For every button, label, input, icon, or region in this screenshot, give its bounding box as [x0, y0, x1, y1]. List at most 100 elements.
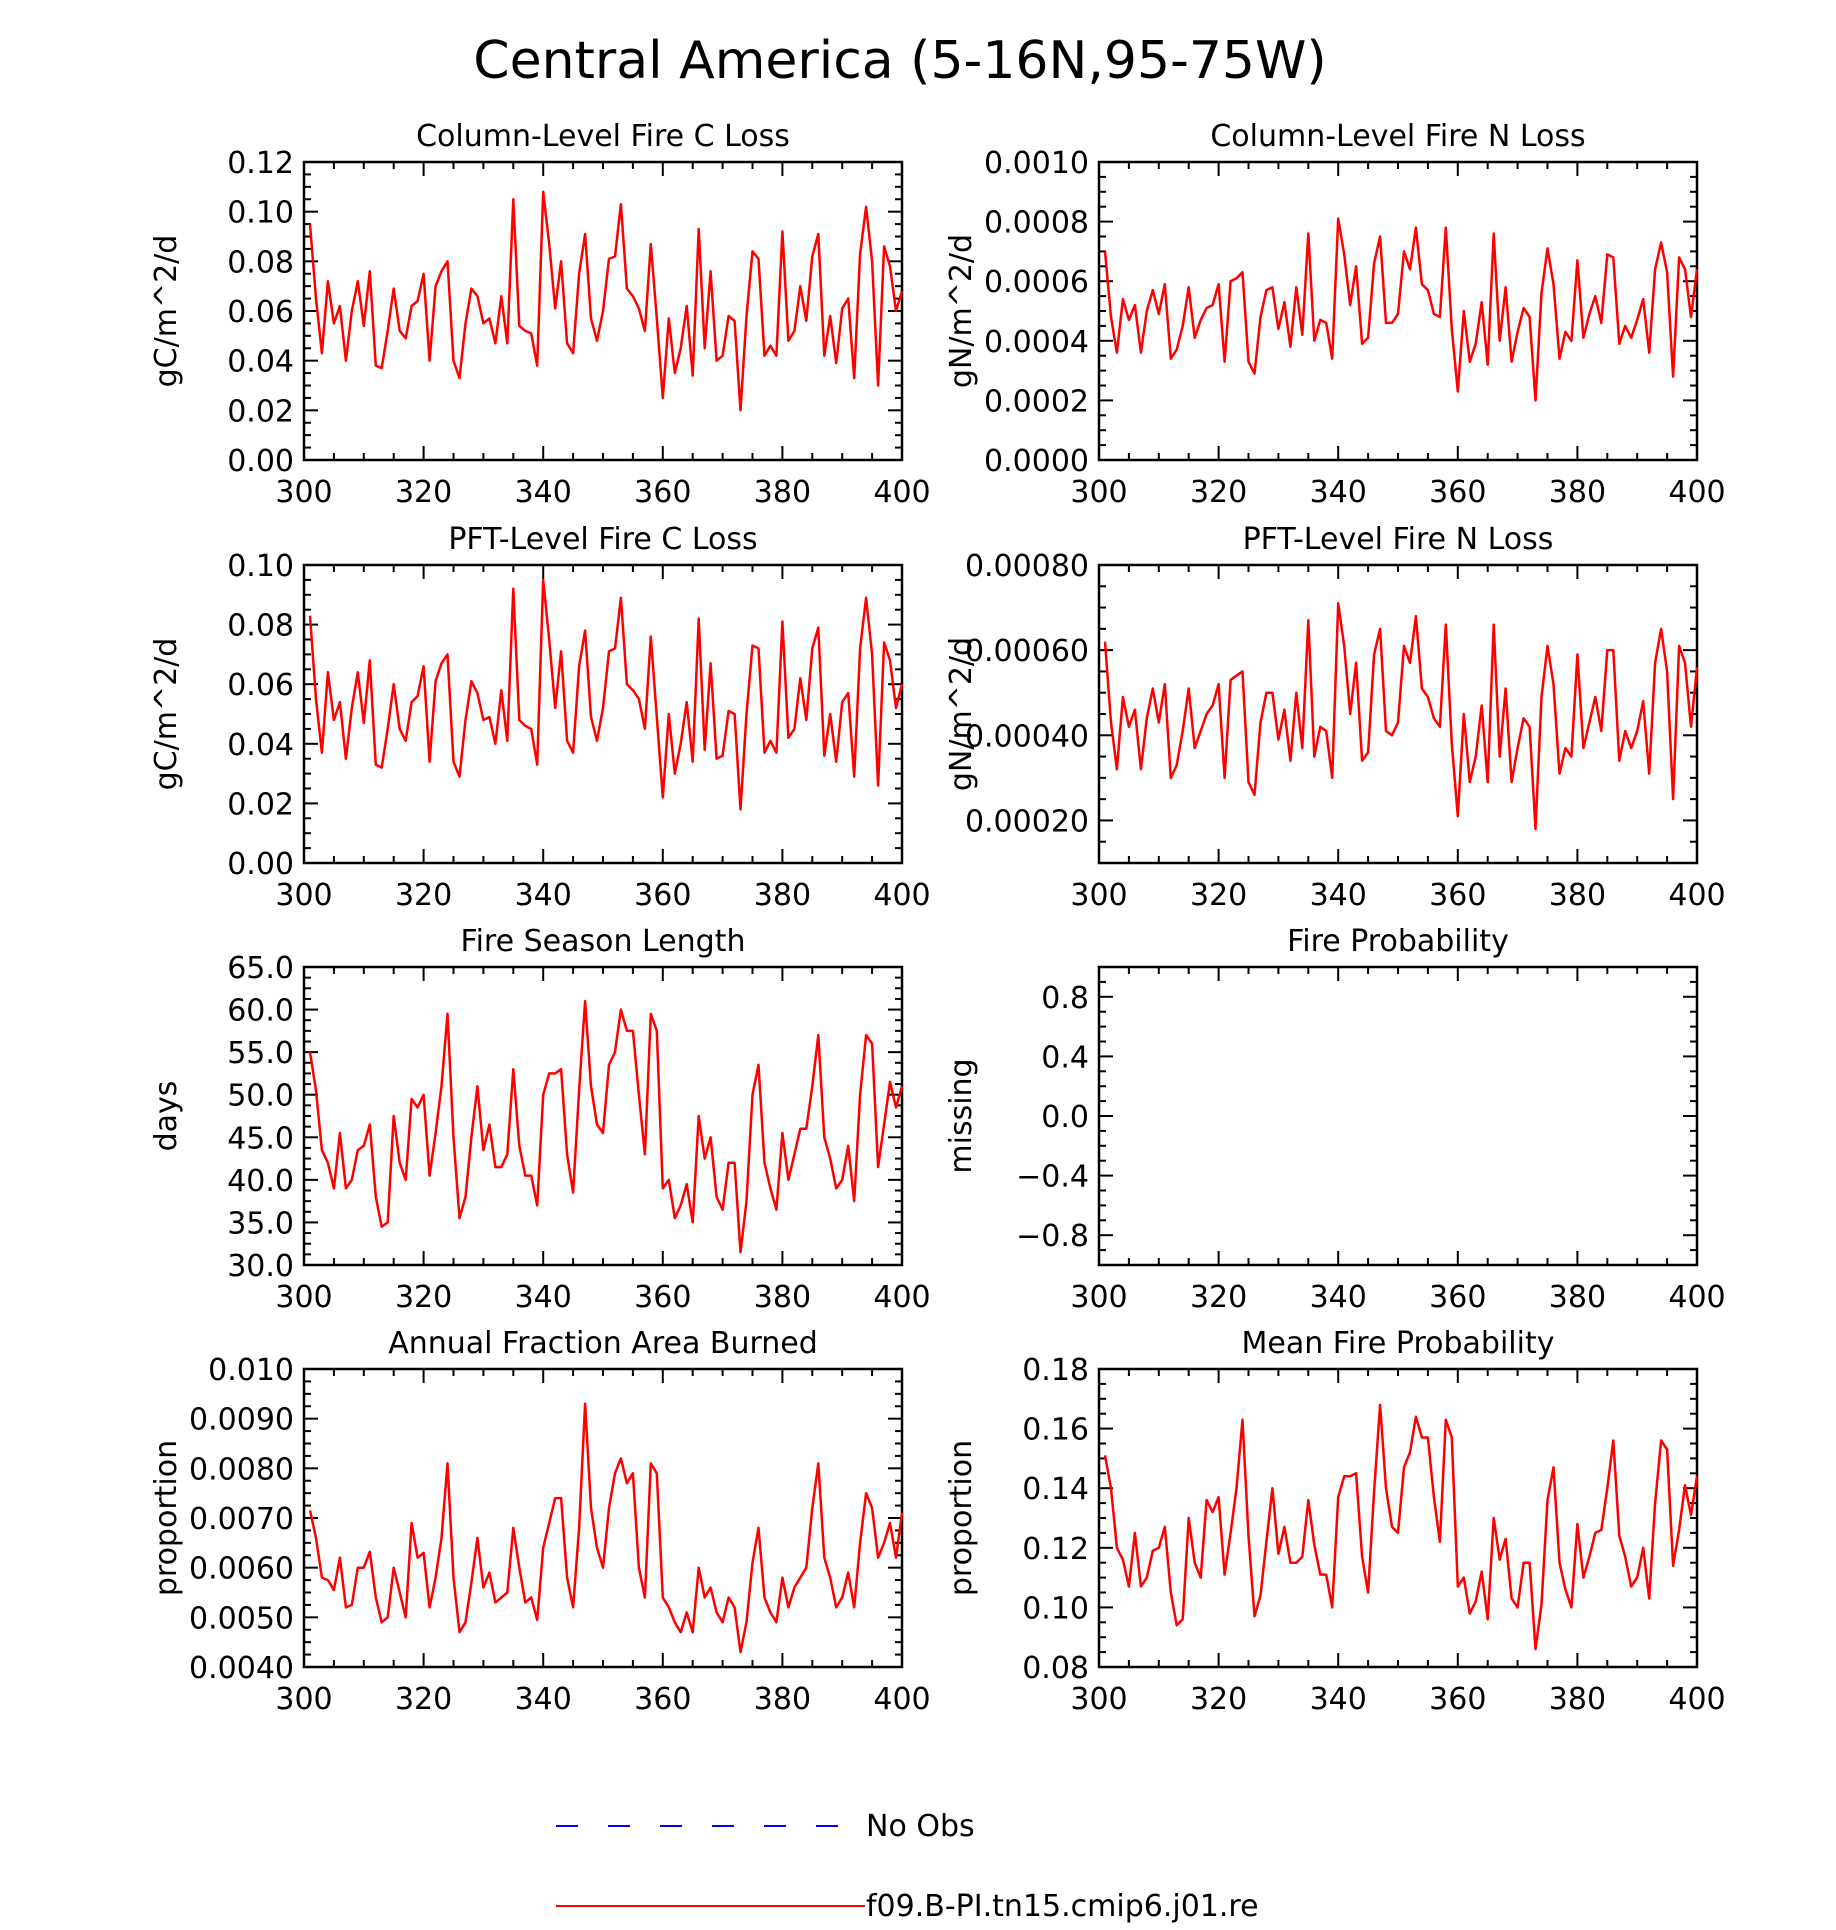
- x-tick-label: 300: [275, 1280, 332, 1315]
- y-axis-label: gC/m^2/d: [149, 638, 184, 791]
- x-tick-label: 320: [395, 878, 452, 913]
- y-axis-label: gC/m^2/d: [149, 235, 184, 388]
- y-axis-label: proportion: [149, 1440, 184, 1596]
- x-tick-label: 340: [515, 475, 572, 510]
- panel-title: Annual Fraction Area Burned: [388, 1326, 818, 1361]
- y-tick-label: 0.02: [227, 394, 294, 429]
- y-tick-label: 0.08: [1022, 1651, 1089, 1686]
- y-tick-label: 35.0: [227, 1206, 294, 1241]
- x-tick-label: 340: [515, 878, 572, 913]
- series-line: [308, 1402, 904, 1654]
- panel-7: 300 320 340 360 380 400 0.08 0.10 0.12 0.14 0.16 0.…: [944, 1326, 1726, 1717]
- x-tick-label: 320: [1190, 1280, 1247, 1315]
- legend-model-label: f09.B-PI.tn15.cmip6.j01.re: [866, 1889, 1259, 1924]
- y-axis-label: proportion: [944, 1440, 979, 1596]
- panel-1: 300 320 340 360 380 400 0.0000 0.0002 0.0004 0.00…: [944, 119, 1726, 510]
- x-tick-label: 340: [1310, 1682, 1367, 1717]
- x-tick-label: 320: [395, 1682, 452, 1717]
- y-tick-label: 0.00: [227, 444, 294, 479]
- y-tick-label: 0.04: [227, 345, 294, 380]
- series-line: [308, 190, 904, 412]
- y-tick-label: 0.02: [227, 787, 294, 822]
- x-tick-label: 380: [1549, 878, 1606, 913]
- x-tick-label: 380: [754, 475, 811, 510]
- x-tick-label: 400: [1668, 878, 1725, 913]
- panel-title: Fire Probability: [1287, 924, 1509, 959]
- series-line: [1103, 602, 1699, 831]
- x-tick-label: 300: [275, 878, 332, 913]
- y-tick-label: 0.0050: [189, 1601, 294, 1636]
- x-tick-label: 400: [873, 1280, 930, 1315]
- series-line: [308, 578, 904, 811]
- x-tick-label: 320: [1190, 475, 1247, 510]
- x-tick-label: 340: [1310, 1280, 1367, 1315]
- x-tick-label: 360: [634, 475, 691, 510]
- y-tick-label: 0.16: [1022, 1413, 1089, 1448]
- x-tick-label: 300: [1070, 878, 1127, 913]
- series-line: [308, 999, 904, 1254]
- x-tick-label: 380: [754, 1682, 811, 1717]
- y-axis-label: missing: [944, 1058, 979, 1173]
- panel-4: 300 320 340 360 380 400 30.0 35.0 40.0 45.0 50.0 55…: [149, 924, 931, 1315]
- legend: No Obs f09.B-PI.tn15.cmip6.j01.re: [556, 1809, 1259, 1924]
- x-tick-label: 360: [1429, 475, 1486, 510]
- panel-title: Fire Season Length: [461, 924, 746, 959]
- y-tick-label: 0.00040: [965, 719, 1089, 754]
- panel-3: 300 320 340 360 380 400 0.00020 0.00040 0.00060 0…: [944, 522, 1726, 913]
- panels: 300 320 340 360 380 400 0.00 0.02 0.04 0.06 0.08 0.…: [149, 119, 1726, 1717]
- x-tick-label: 340: [1310, 878, 1367, 913]
- x-tick-label: 340: [1310, 475, 1367, 510]
- series-line: [1103, 1403, 1699, 1651]
- y-tick-label: 0.8: [1041, 981, 1089, 1016]
- y-tick-label: 0.00080: [965, 549, 1089, 584]
- x-tick-label: 360: [634, 1280, 691, 1315]
- y-tick-label: 0.0004: [984, 325, 1089, 360]
- y-tick-label: 0.00020: [965, 804, 1089, 839]
- y-tick-label: 50.0: [227, 1079, 294, 1114]
- y-tick-label: 0.0080: [189, 1452, 294, 1487]
- y-axis-label: days: [149, 1081, 184, 1152]
- y-tick-label: 0.14: [1022, 1472, 1089, 1507]
- x-tick-label: 400: [1668, 1682, 1725, 1717]
- y-tick-label: 0.08: [227, 609, 294, 644]
- x-tick-label: 400: [873, 878, 930, 913]
- legend-obs-label: No Obs: [866, 1809, 975, 1844]
- x-tick-label: 320: [395, 475, 452, 510]
- y-tick-label: 45.0: [227, 1121, 294, 1156]
- x-tick-label: 300: [275, 1682, 332, 1717]
- panel-6: 300 320 340 360 380 400 0.0040 0.0050 0.0060 0.00…: [149, 1326, 931, 1717]
- y-axis-label: gN/m^2/d: [944, 234, 979, 388]
- y-tick-label: 0.18: [1022, 1353, 1089, 1388]
- x-tick-label: 320: [1190, 878, 1247, 913]
- panel-title: PFT-Level Fire N Loss: [1243, 522, 1554, 557]
- y-tick-label: 0.0090: [189, 1403, 294, 1438]
- x-tick-label: 400: [873, 475, 930, 510]
- x-tick-label: 380: [754, 878, 811, 913]
- x-tick-label: 380: [1549, 1280, 1606, 1315]
- y-tick-label: −0.4: [1016, 1160, 1089, 1195]
- y-tick-label: 0.10: [1022, 1591, 1089, 1626]
- x-tick-label: 300: [1070, 475, 1127, 510]
- y-tick-label: 0.0008: [984, 206, 1089, 241]
- y-tick-label: 0.10: [227, 549, 294, 584]
- y-tick-label: 0.0006: [984, 265, 1089, 300]
- y-tick-label: 40.0: [227, 1164, 294, 1199]
- x-tick-label: 360: [1429, 1280, 1486, 1315]
- y-tick-label: 0.010: [208, 1353, 294, 1388]
- y-tick-label: 0.4: [1041, 1040, 1089, 1075]
- x-tick-label: 380: [1549, 1682, 1606, 1717]
- y-tick-label: 0.12: [1022, 1532, 1089, 1567]
- x-tick-label: 340: [515, 1682, 572, 1717]
- y-tick-label: 0.0060: [189, 1552, 294, 1587]
- y-tick-label: 65.0: [227, 951, 294, 986]
- x-tick-label: 360: [1429, 1682, 1486, 1717]
- y-tick-label: 0.06: [227, 295, 294, 330]
- panel-2: 300 320 340 360 380 400 0.00 0.02 0.04 0.06 0.08 0.…: [149, 522, 931, 913]
- y-axis-label: gN/m^2/d: [944, 637, 979, 791]
- x-tick-label: 400: [1668, 1280, 1725, 1315]
- y-tick-label: 0.0000: [984, 444, 1089, 479]
- x-tick-label: 380: [1549, 475, 1606, 510]
- y-tick-label: 0.0: [1041, 1100, 1089, 1135]
- y-tick-label: 0.06: [227, 668, 294, 703]
